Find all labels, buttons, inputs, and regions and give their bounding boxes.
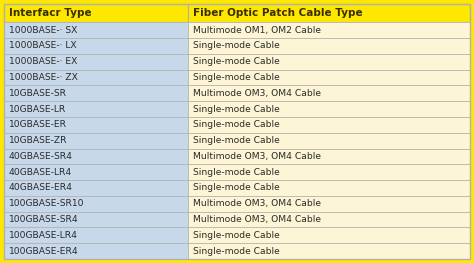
Bar [188, 149, 470, 164]
Bar [4, 243, 188, 259]
Text: 100GBASE-SR10: 100GBASE-SR10 [9, 199, 84, 208]
Bar [4, 180, 188, 196]
Text: 40GBASE-ER4: 40GBASE-ER4 [9, 184, 73, 193]
Text: Single-mode Cable: Single-mode Cable [193, 120, 280, 129]
Bar [188, 212, 470, 227]
Text: 10GBASE-LR: 10GBASE-LR [9, 105, 66, 114]
Text: Interfacr Type: Interfacr Type [9, 8, 91, 18]
Bar [4, 227, 188, 243]
Bar [4, 4, 188, 22]
Bar [188, 4, 470, 22]
Text: Single-mode Cable: Single-mode Cable [193, 105, 280, 114]
Text: Single-mode Cable: Single-mode Cable [193, 57, 280, 66]
Bar [188, 70, 470, 85]
Bar [188, 180, 470, 196]
Text: Single-mode Cable: Single-mode Cable [193, 42, 280, 50]
Text: 100GBASE-LR4: 100GBASE-LR4 [9, 231, 78, 240]
Bar [188, 117, 470, 133]
Text: 10GBASE-ER: 10GBASE-ER [9, 120, 67, 129]
Bar [4, 196, 188, 212]
Text: Multimode OM3, OM4 Cable: Multimode OM3, OM4 Cable [193, 152, 321, 161]
Text: 40GBASE-SR4: 40GBASE-SR4 [9, 152, 73, 161]
Bar [4, 212, 188, 227]
Text: Single-mode Cable: Single-mode Cable [193, 168, 280, 177]
Bar [188, 54, 470, 70]
Text: Single-mode Cable: Single-mode Cable [193, 136, 280, 145]
Bar [188, 22, 470, 38]
Bar [188, 101, 470, 117]
Bar [188, 133, 470, 149]
Bar [188, 164, 470, 180]
Text: Multimode OM3, OM4 Cable: Multimode OM3, OM4 Cable [193, 215, 321, 224]
Text: Single-mode Cable: Single-mode Cable [193, 247, 280, 256]
Text: Single-mode Cable: Single-mode Cable [193, 184, 280, 193]
Text: Multimode OM1, OM2 Cable: Multimode OM1, OM2 Cable [193, 26, 321, 35]
Text: 1000BASE-· EX: 1000BASE-· EX [9, 57, 77, 66]
Text: Multimode OM3, OM4 Cable: Multimode OM3, OM4 Cable [193, 89, 321, 98]
Text: 1000BASE-· ZX: 1000BASE-· ZX [9, 73, 78, 82]
Bar [4, 149, 188, 164]
Bar [4, 54, 188, 70]
Text: Fiber Optic Patch Cable Type: Fiber Optic Patch Cable Type [193, 8, 363, 18]
Text: 10GBASE-ZR: 10GBASE-ZR [9, 136, 67, 145]
Text: 40GBASE-LR4: 40GBASE-LR4 [9, 168, 72, 177]
Bar [188, 38, 470, 54]
Bar [4, 164, 188, 180]
Text: 100GBASE-ER4: 100GBASE-ER4 [9, 247, 79, 256]
Bar [4, 101, 188, 117]
Bar [4, 70, 188, 85]
Bar [188, 196, 470, 212]
Bar [188, 85, 470, 101]
Bar [4, 38, 188, 54]
Bar [4, 85, 188, 101]
Text: 1000BASE-· SX: 1000BASE-· SX [9, 26, 77, 35]
Text: 1000BASE-· LX: 1000BASE-· LX [9, 42, 76, 50]
Bar [4, 133, 188, 149]
Text: Single-mode Cable: Single-mode Cable [193, 73, 280, 82]
Bar [188, 227, 470, 243]
Bar [4, 117, 188, 133]
Text: 10GBASE-SR: 10GBASE-SR [9, 89, 67, 98]
Bar [188, 243, 470, 259]
Bar [4, 22, 188, 38]
Text: Single-mode Cable: Single-mode Cable [193, 231, 280, 240]
Text: Multimode OM3, OM4 Cable: Multimode OM3, OM4 Cable [193, 199, 321, 208]
Text: 100GBASE-SR4: 100GBASE-SR4 [9, 215, 79, 224]
